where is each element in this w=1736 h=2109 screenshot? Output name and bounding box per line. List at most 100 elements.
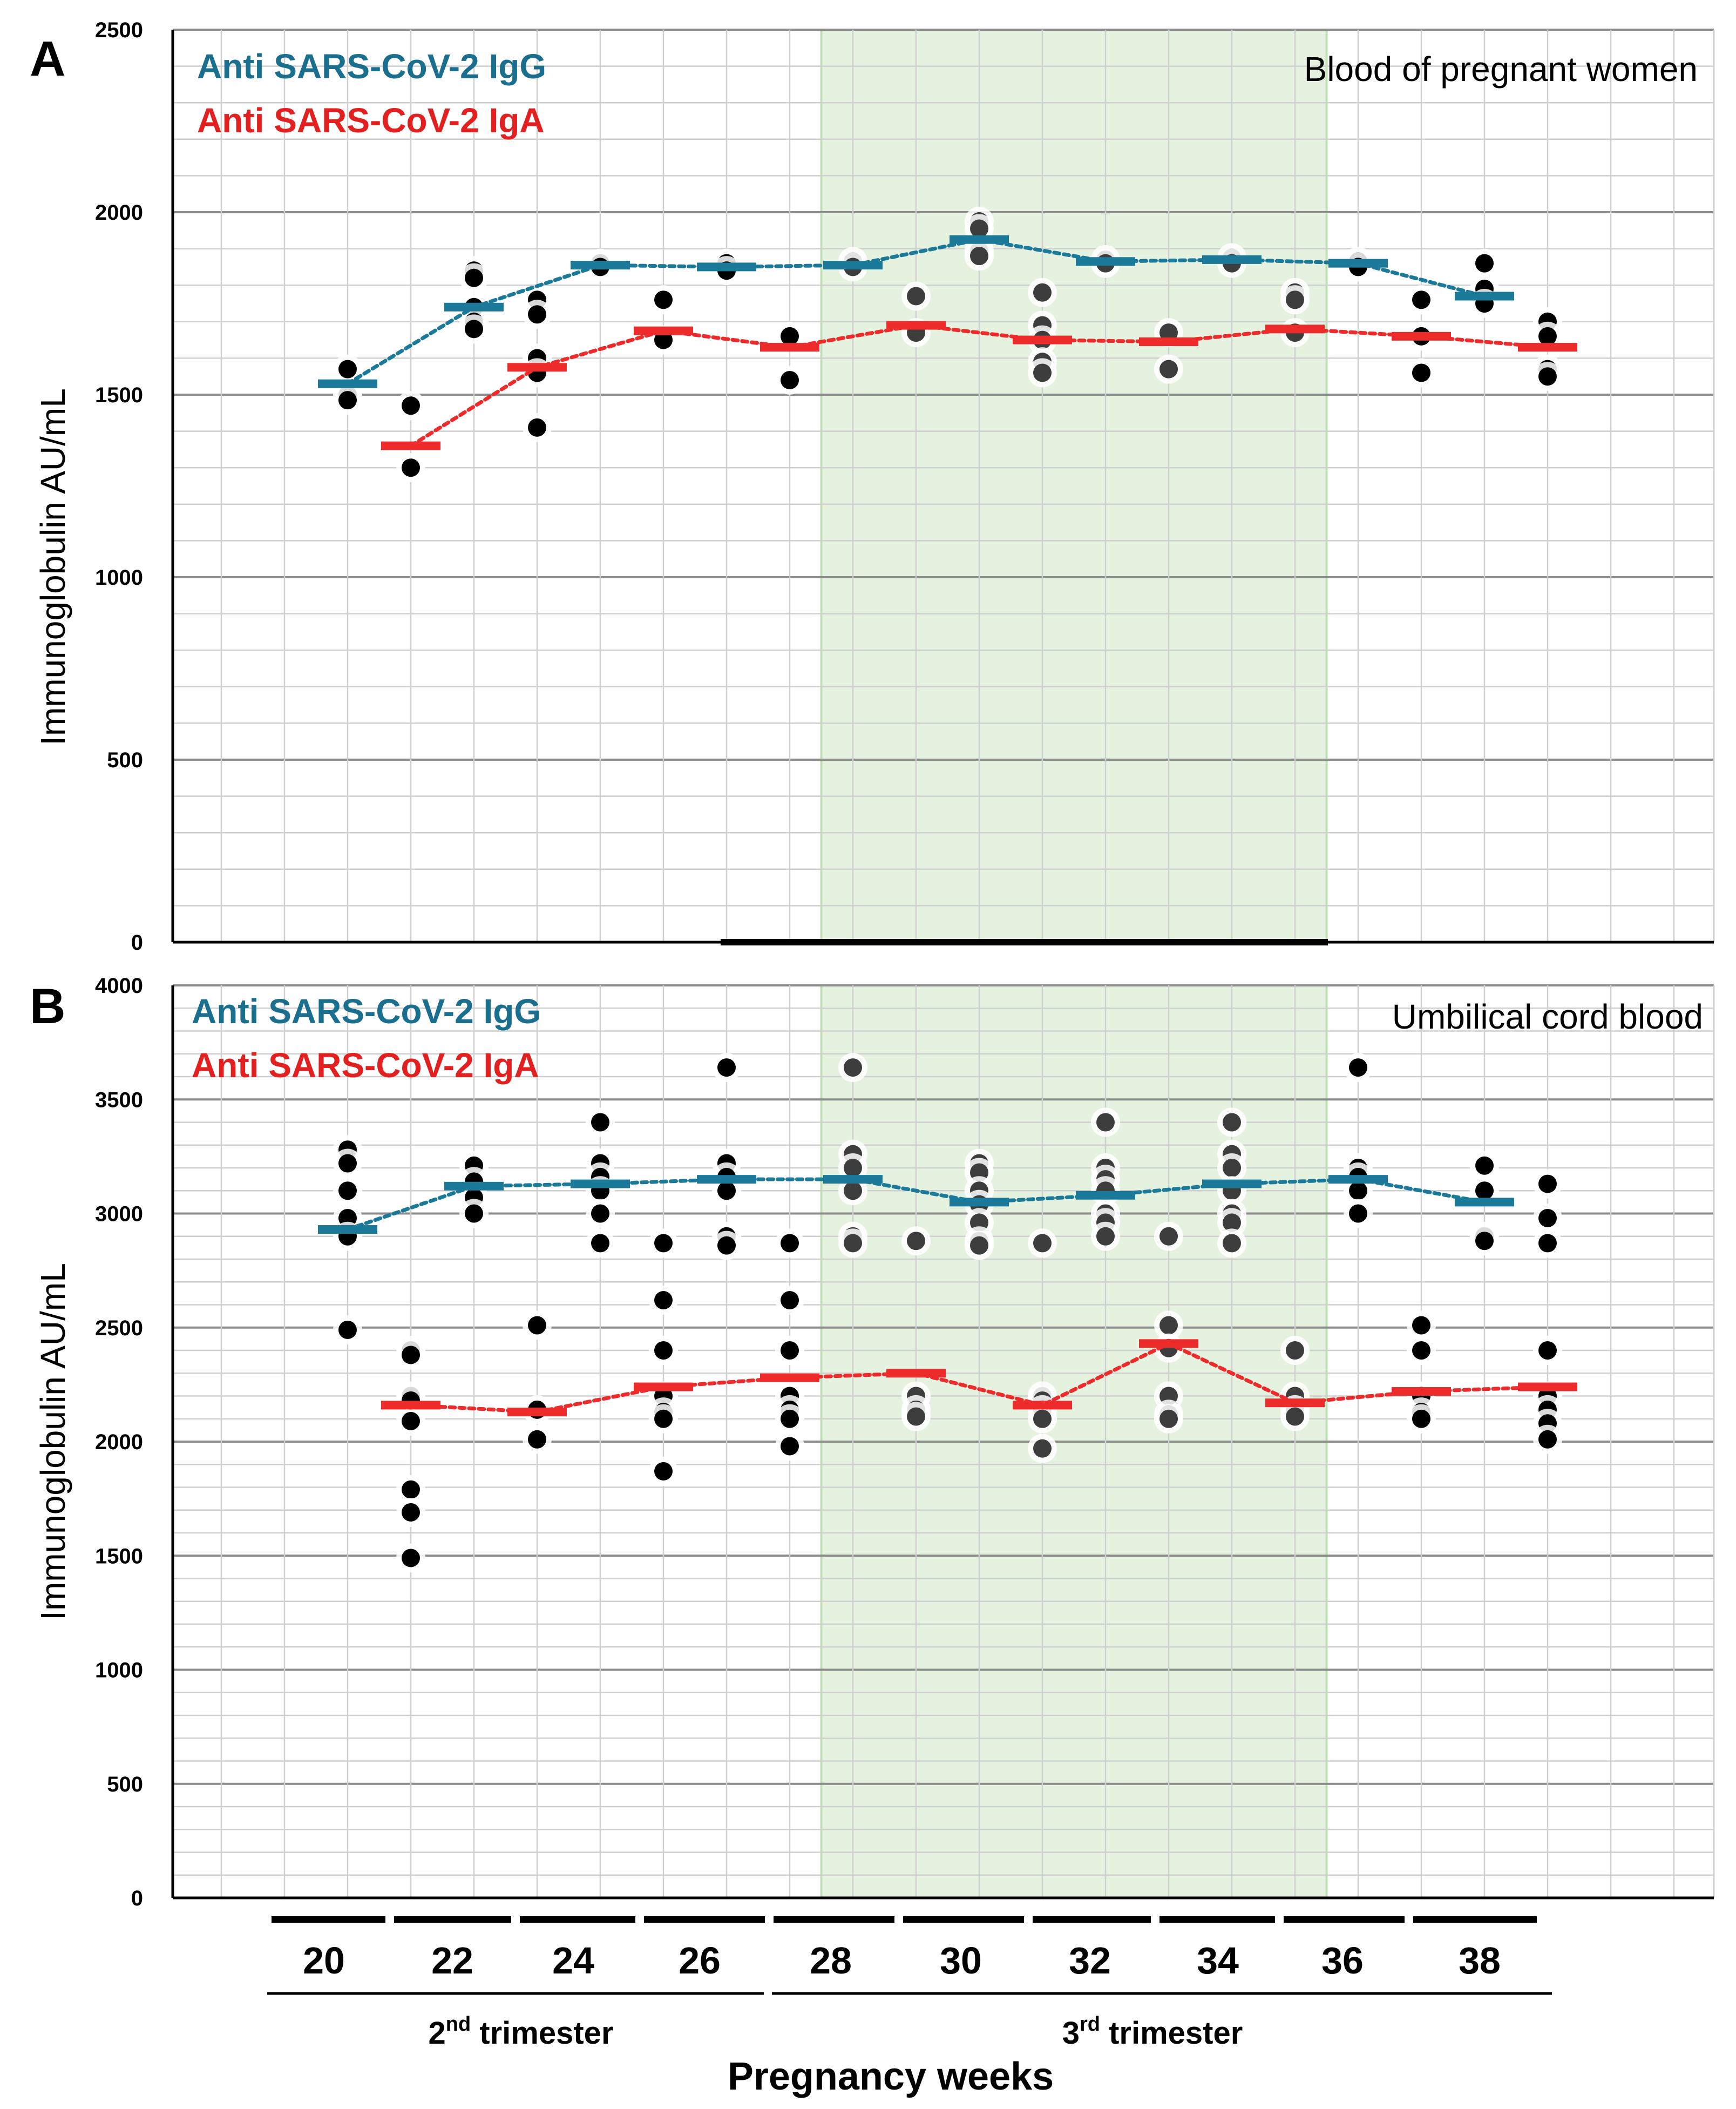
panel-letter-a: A: [30, 31, 65, 86]
igg-mean-bar: [950, 235, 1009, 244]
igg-mean-bar: [1202, 1179, 1262, 1188]
iga-data-point: [654, 1462, 673, 1481]
iga-mean-bar: [1392, 332, 1451, 341]
x-axis-label: Pregnancy weeks: [728, 2055, 1054, 2098]
iga-mean-bar: [1265, 325, 1325, 334]
igg-data-point: [1223, 1234, 1241, 1253]
iga-data-point: [781, 1409, 799, 1428]
iga-data-point: [781, 370, 799, 389]
igg-mean-bar: [571, 1179, 630, 1188]
series-lines-b: [318, 1175, 1577, 1417]
igg-mean-bar: [1328, 1175, 1388, 1184]
trimester-label: 2nd trimester: [428, 2013, 613, 2051]
igg-data-point: [844, 1234, 862, 1253]
iga-data-point: [1412, 363, 1430, 382]
igg-mean-bar: [697, 1175, 756, 1184]
iga-data-point: [781, 327, 799, 346]
igg-data-point: [465, 1204, 483, 1223]
igg-mean-bar: [1076, 257, 1135, 266]
y-tick-label: 3000: [95, 1202, 143, 1226]
igg-data-point: [717, 1236, 736, 1255]
iga-data-point: [1286, 1341, 1304, 1360]
iga-data-point: [1412, 1341, 1430, 1360]
y-tick-label: 2500: [95, 1316, 143, 1340]
panel-letter-b: B: [30, 979, 65, 1034]
iga-mean-bar: [760, 343, 819, 352]
iga-mean-bar: [886, 321, 946, 330]
iga-data-point: [402, 1503, 420, 1522]
iga-data-point: [781, 1437, 799, 1456]
igg-data-point: [970, 1236, 988, 1255]
iga-data-point: [1538, 367, 1557, 386]
iga-data-point: [528, 305, 546, 324]
y-tick-label: 4000: [95, 974, 143, 998]
igg-mean-bar: [1328, 259, 1388, 268]
igg-data-point: [717, 1181, 736, 1200]
iga-mean-bar: [1392, 1387, 1451, 1396]
iga-mean-bar: [634, 326, 693, 335]
iga-data-point: [528, 418, 546, 437]
week-label: 36: [1321, 1939, 1364, 1982]
iga-data-point: [907, 1407, 925, 1426]
igg-mean-bar: [1076, 1191, 1135, 1200]
iga-trend-line: [409, 323, 1550, 448]
y-tick-label: 3500: [95, 1088, 143, 1112]
igg-mean-bar: [1455, 1198, 1514, 1207]
week-label: 38: [1459, 1939, 1501, 1982]
igg-data-point: [1475, 1232, 1494, 1250]
igg-trend-line: [345, 238, 1487, 386]
iga-data-point: [1159, 1227, 1178, 1246]
iga-mean-bar: [1139, 337, 1198, 346]
iga-data-point: [781, 1291, 799, 1310]
igg-mean-bar: [1202, 255, 1262, 264]
igg-data-point: [844, 1181, 862, 1200]
y-axis-label-a: Immunoglobulin AU/mL: [33, 388, 72, 746]
igg-mean-bar: [571, 261, 630, 270]
igg-data-point: [338, 1181, 357, 1200]
y-tick-label: 1500: [95, 1544, 143, 1568]
iga-data-point: [1538, 1341, 1557, 1360]
igg-mean-bar: [318, 1225, 377, 1234]
iga-data-point: [1159, 1316, 1178, 1335]
igg-data-point: [1223, 1113, 1241, 1132]
iga-mean-bar: [507, 363, 567, 372]
igg-mean-bar: [444, 1181, 504, 1191]
iga-data-point: [1412, 290, 1430, 309]
iga-data-point: [1412, 1316, 1430, 1335]
iga-mean-bar: [634, 1382, 693, 1391]
iga-data-point: [1286, 290, 1304, 309]
y-tick-label: 2000: [95, 1430, 143, 1454]
y-tick-label: 1500: [95, 383, 143, 407]
iga-data-point: [1033, 1439, 1052, 1458]
igg-data-point: [970, 247, 988, 266]
iga-data-point: [1538, 1208, 1557, 1227]
iga-data-point: [1286, 1407, 1304, 1426]
iga-data-point: [1412, 1409, 1430, 1428]
iga-data-point: [402, 458, 420, 477]
iga-data-point: [907, 287, 925, 306]
iga-data-point: [1538, 1234, 1557, 1253]
igg-data-point: [338, 391, 357, 410]
panel-a: 0 500 1000 1500 2000 2500 A Immunoglobulin AU…: [30, 18, 1715, 955]
week-label: 30: [940, 1939, 982, 1982]
y-tick-label: 500: [107, 748, 143, 772]
week-label: 20: [303, 1939, 345, 1982]
igg-data-point: [338, 1154, 357, 1173]
igg-data-point: [1096, 1113, 1115, 1132]
igg-mean-bar: [823, 261, 883, 270]
iga-mean-bar: [760, 1373, 819, 1382]
igg-data-point: [1349, 1204, 1367, 1223]
axes-b: 0 500 1000 1500 2000 2500 3000 3500 4000: [95, 974, 1714, 1910]
iga-data-point: [654, 1234, 673, 1253]
igg-data-point: [1223, 1159, 1241, 1177]
iga-data-point: [1159, 1409, 1178, 1428]
week-label: 28: [810, 1939, 852, 1982]
trimester-label: 3rd trimester: [1062, 2013, 1243, 2051]
iga-data-point: [1159, 323, 1178, 342]
iga-data-point: [654, 1341, 673, 1360]
iga-data-point: [781, 1341, 799, 1360]
igg-data-point: [591, 1113, 609, 1132]
igg-data-point: [1349, 1058, 1367, 1077]
igg-data-point: [1349, 1181, 1367, 1200]
iga-data-point: [528, 1430, 546, 1449]
